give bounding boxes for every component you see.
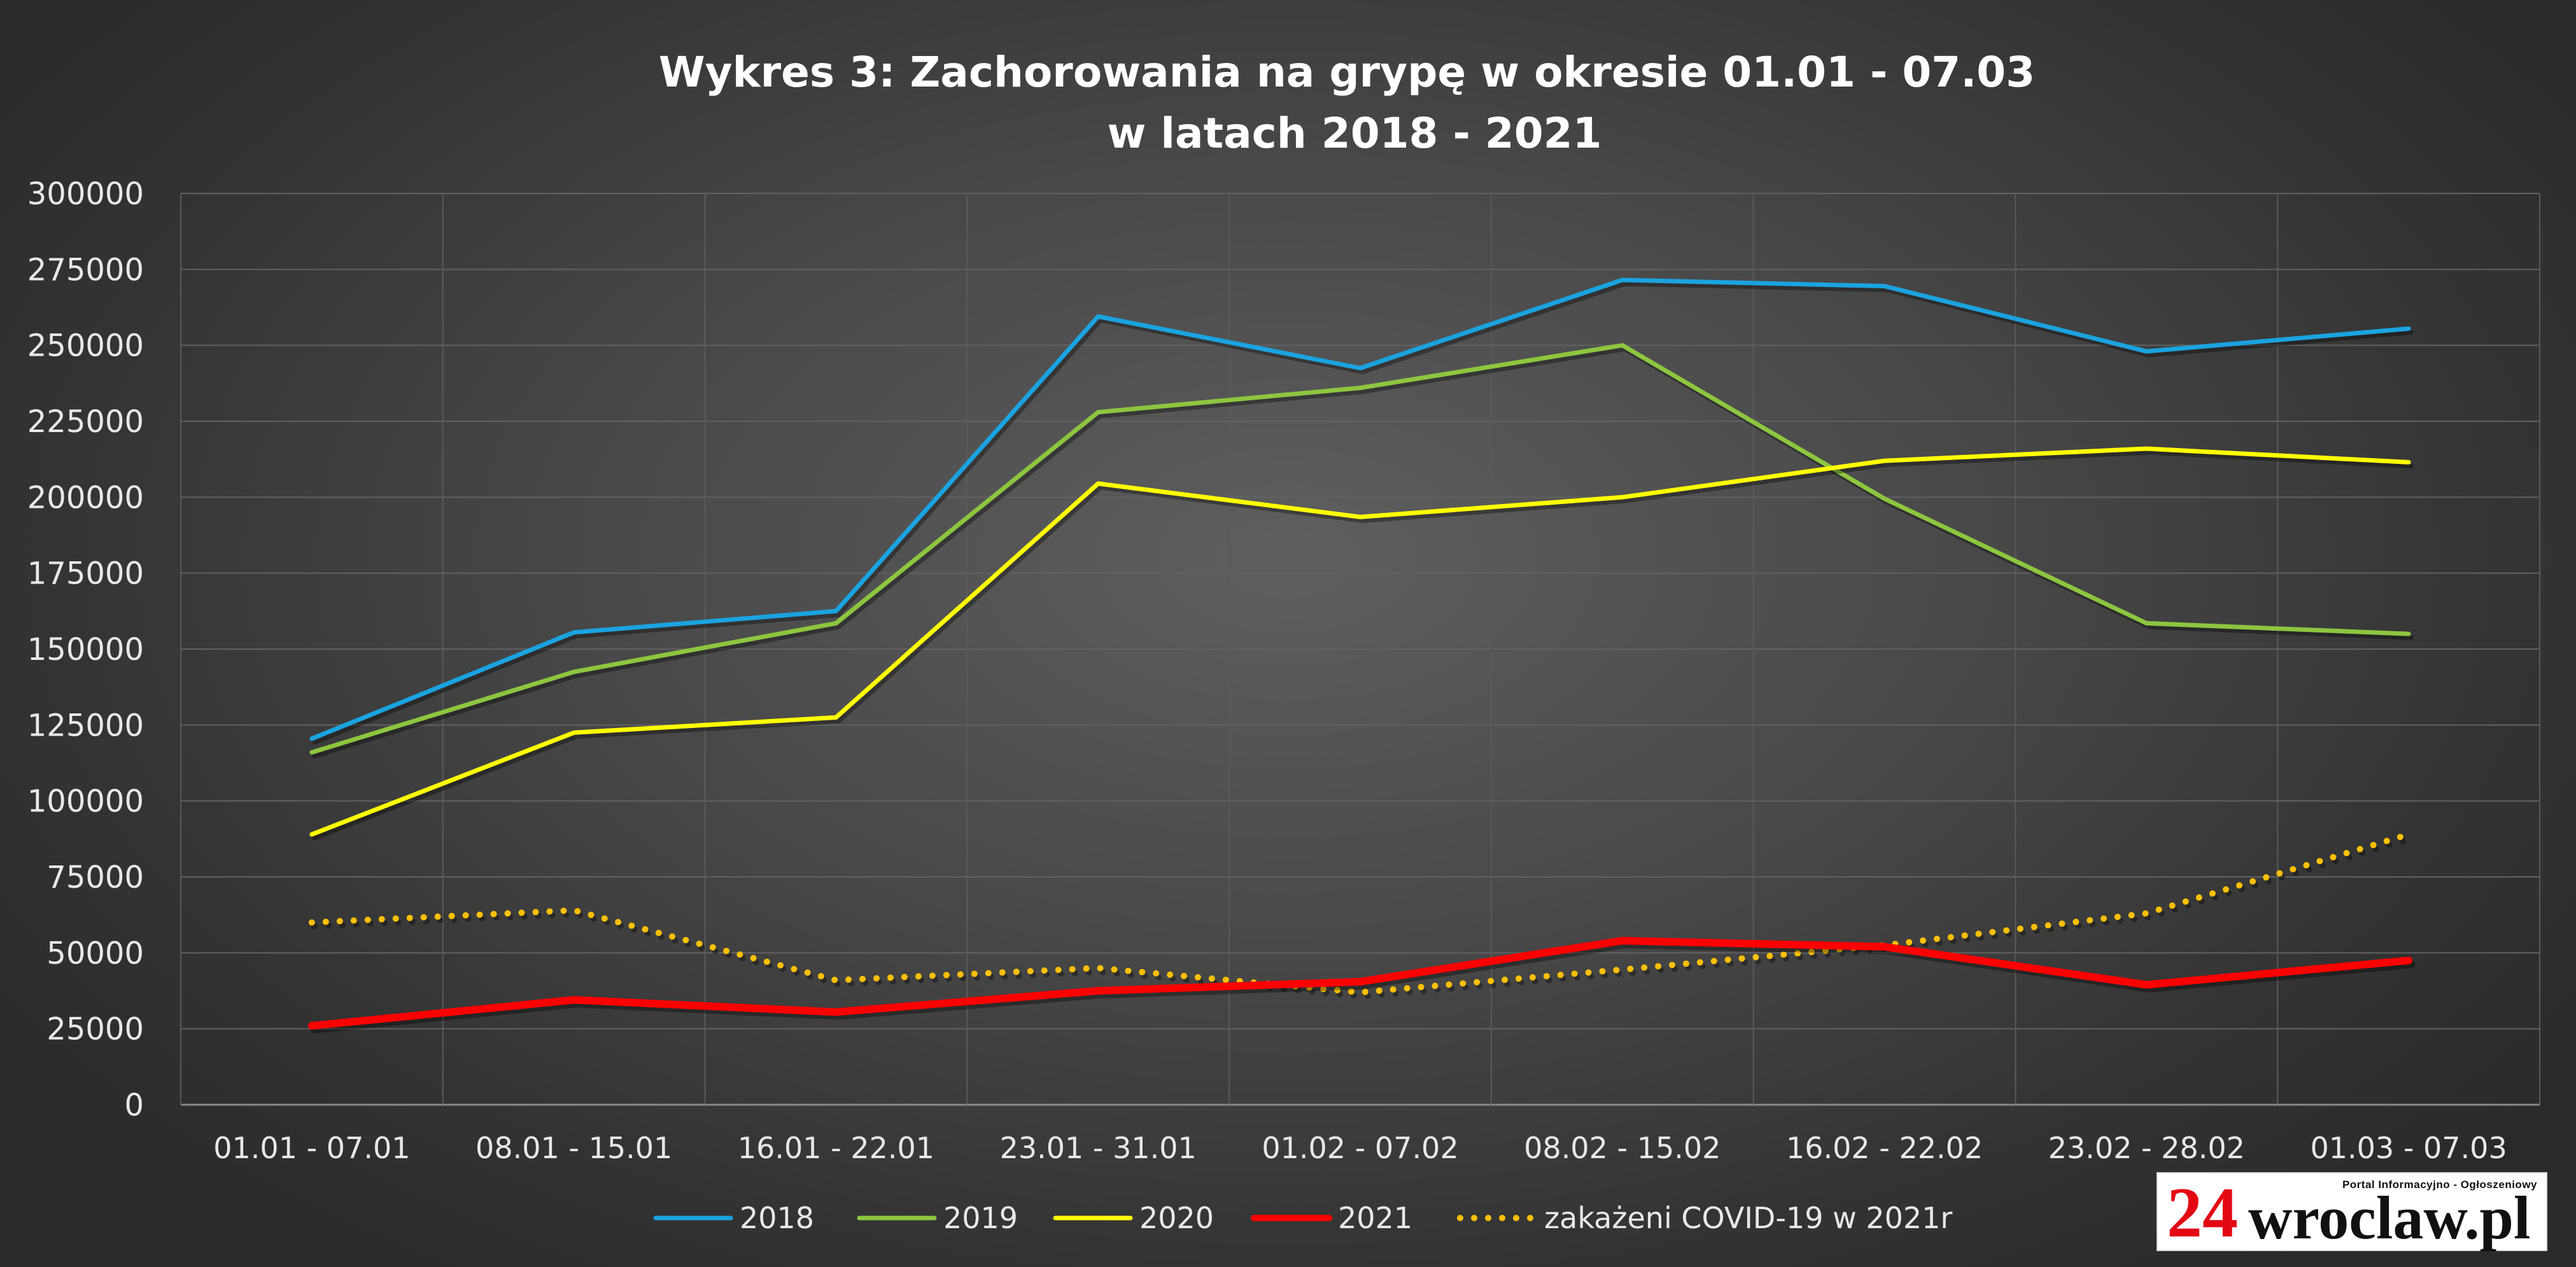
site-logo: 24 wroclaw.pl Portal Informacyjno - Ogło… bbox=[2157, 1172, 2547, 1252]
logo-number: 24 bbox=[2167, 1173, 2238, 1252]
x-tick-label: 16.01 - 22.01 bbox=[738, 1131, 934, 1165]
series-line-shadow bbox=[312, 347, 2414, 759]
legend-label: 2018 bbox=[740, 1201, 814, 1235]
logo-name: wroclaw.pl bbox=[2248, 1184, 2531, 1252]
y-tick-label: 225000 bbox=[27, 404, 144, 440]
legend-label: zakażeni COVID-19 w 2021r bbox=[1544, 1201, 1952, 1235]
y-tick-label: 250000 bbox=[27, 328, 144, 364]
series-line-3 bbox=[309, 446, 2411, 837]
grid bbox=[180, 193, 2540, 1106]
y-tick-label: 275000 bbox=[27, 252, 144, 288]
legend: 2018 2019 2020 2021 zakażeni COVID-19 w 2021… bbox=[653, 1201, 1952, 1235]
series-line-shadow bbox=[311, 835, 2415, 1000]
series-line-1 bbox=[309, 277, 2411, 741]
x-tick-label: 16.02 - 22.02 bbox=[1786, 1131, 1983, 1165]
series-line-shadow bbox=[310, 941, 2416, 1033]
y-axis-ticks: 0 25000 50000 75000 100000 125000 150000 175000… bbox=[27, 176, 144, 1123]
y-tick-label: 100000 bbox=[27, 784, 144, 820]
y-tick-label: 75000 bbox=[46, 860, 144, 895]
legend-label: 2020 bbox=[1139, 1201, 1214, 1235]
y-tick-label: 300000 bbox=[27, 176, 144, 212]
series-line-shadow bbox=[312, 281, 2414, 745]
y-tick-label: 125000 bbox=[27, 708, 144, 743]
y-tick-label: 25000 bbox=[46, 1012, 144, 1047]
x-tick-label: 08.01 - 15.01 bbox=[475, 1131, 672, 1165]
series-lines bbox=[307, 277, 2416, 1033]
chart-title-line-1: Wykres 3: Zachorowania na grypę w okresi… bbox=[659, 48, 2035, 97]
y-tick-label: 50000 bbox=[46, 935, 144, 971]
x-tick-label: 01.03 - 07.03 bbox=[2310, 1131, 2507, 1165]
series-line-2 bbox=[309, 343, 2411, 755]
y-tick-label: 150000 bbox=[27, 632, 144, 668]
legend-label: 2019 bbox=[943, 1201, 1018, 1235]
series-line-shadow bbox=[312, 450, 2414, 841]
x-tick-label: 01.02 - 07.02 bbox=[1262, 1131, 1458, 1165]
x-tick-label: 08.02 - 15.02 bbox=[1524, 1131, 1721, 1165]
x-tick-label: 23.01 - 31.01 bbox=[1000, 1131, 1197, 1165]
x-tick-label: 23.02 - 28.02 bbox=[2048, 1131, 2245, 1165]
logo-tagline: Portal Informacyjno - Ogłoszeniowy bbox=[2342, 1179, 2537, 1191]
y-tick-label: 200000 bbox=[27, 480, 144, 515]
x-tick-label: 01.01 - 07.01 bbox=[213, 1131, 410, 1165]
chart-title: Wykres 3: Zachorowania na grypę w okresi… bbox=[659, 48, 2035, 158]
x-axis-ticks: 01.01 - 07.01 08.01 - 15.01 16.01 - 22.01 2… bbox=[213, 1131, 2507, 1165]
chart-title-line-2: w latach 2018 - 2021 bbox=[1107, 109, 1601, 158]
legend-label: 2021 bbox=[1338, 1201, 1412, 1235]
y-tick-label: 0 bbox=[124, 1088, 144, 1123]
series-line-5 bbox=[308, 831, 2412, 996]
y-tick-label: 175000 bbox=[27, 556, 144, 592]
